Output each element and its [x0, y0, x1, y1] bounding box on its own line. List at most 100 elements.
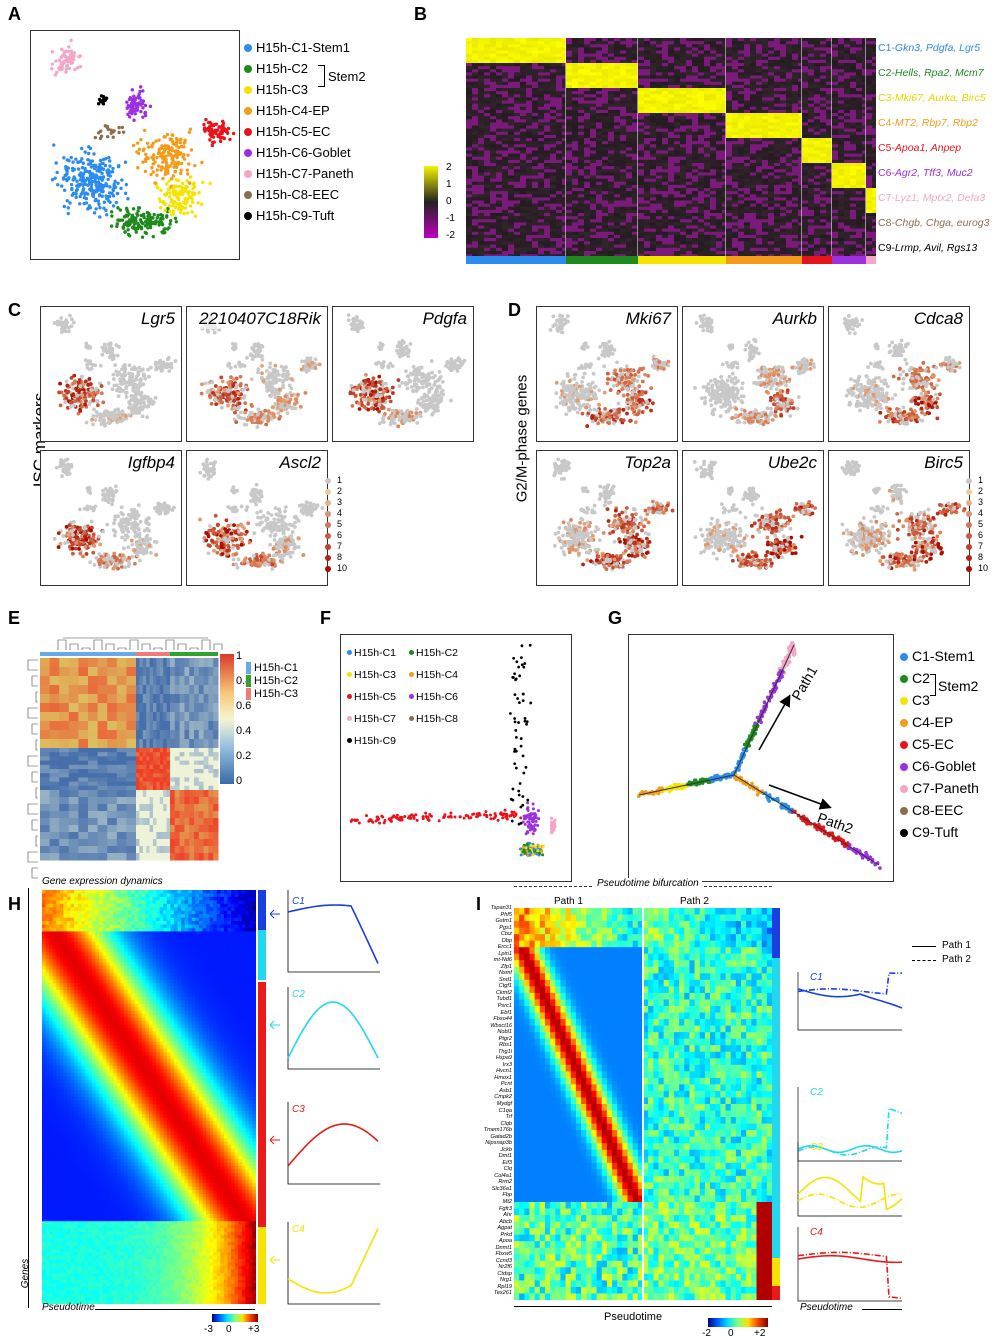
- scale-label-0: 1: [978, 475, 983, 485]
- gene-label-cdca8: Cdca8: [913, 309, 963, 329]
- i-cluster-seg-c1: [772, 908, 780, 958]
- scale-label-7: 8: [337, 552, 342, 562]
- cell-point: [100, 171, 104, 176]
- cluster-sidebar-i: [772, 908, 780, 1300]
- cell-point: [178, 184, 182, 189]
- cell-point: [133, 101, 138, 106]
- cell-point: [133, 216, 137, 221]
- cell-point: [166, 150, 171, 154]
- cell-point: [182, 145, 186, 149]
- cell-point: [131, 101, 135, 106]
- cell-point: [71, 191, 76, 195]
- f-legend-label-8: H15h-C9: [354, 735, 396, 747]
- cell-point: [120, 125, 125, 130]
- g2m-expression-scale: 1 2 3 4 5 6 7 8 10: [966, 475, 1006, 586]
- correlation-heatmap: [18, 630, 238, 880]
- g-legend-label-2: C3: [912, 692, 930, 708]
- cell-point: [74, 195, 78, 199]
- cell-point: [70, 166, 75, 171]
- cell-point: [139, 220, 144, 224]
- cell-point: [132, 96, 136, 101]
- feature-plot-mki67: Mki67: [536, 306, 678, 442]
- gene-name: Wbsct16: [490, 1023, 512, 1029]
- isc-expression-scale: 1 2 3 4 5 6 7 8 10: [325, 475, 365, 586]
- cluster-legend: H15h-C1-Stem1 H15h-C2 H15h-C3 H15h-C4-EP H15…: [244, 40, 414, 260]
- cell-point: [131, 226, 136, 230]
- h-colorbar-tick-0: -3: [204, 1324, 213, 1335]
- cell-point: [113, 179, 117, 184]
- cell-point: [71, 160, 75, 164]
- scale-dot-2: [325, 500, 331, 506]
- cell-point: [182, 211, 186, 216]
- gene-name: Thg1l: [498, 1049, 512, 1055]
- cell-point: [164, 157, 168, 162]
- cell-point: [111, 166, 115, 171]
- legend-dot-4: [244, 107, 252, 115]
- cell-point: [85, 176, 90, 181]
- pseudotime-label-i: Pseudotime: [604, 1311, 662, 1323]
- cell-point: [83, 192, 87, 197]
- feature-plot-igfbp4: Igfbp4: [40, 450, 182, 586]
- cell-point: [87, 145, 91, 149]
- feature-plot-cdca8: Cdca8: [828, 306, 970, 442]
- cell-point: [94, 173, 98, 177]
- scale-dot-6: [966, 544, 972, 550]
- cell-point: [108, 174, 113, 178]
- cell-point: [218, 139, 223, 144]
- colorbar-tick-1: 1: [446, 179, 452, 190]
- marker-prefix: C1-: [878, 42, 895, 54]
- gene-name: Mydgf: [497, 1101, 512, 1107]
- cell-point: [126, 232, 131, 237]
- gene-name: Hvcn1: [496, 1068, 512, 1074]
- cell-point: [65, 49, 69, 53]
- cell-point: [155, 155, 159, 160]
- cell-point: [97, 193, 102, 198]
- gene-label-ube2c: Ube2c: [767, 453, 817, 473]
- cell-point: [120, 218, 125, 222]
- scale-dot-8: [966, 566, 972, 572]
- cell-point: [109, 210, 114, 214]
- marker-row-4: C4-MT2, Rbp7, Rbp2: [878, 117, 978, 129]
- gene-name: Ercc1: [498, 944, 512, 950]
- cell-point: [142, 128, 147, 133]
- gene-name: Zfp1: [501, 964, 512, 970]
- corr-legend-swatch-1: [246, 675, 251, 687]
- cell-point: [167, 147, 171, 152]
- cell-point: [55, 170, 59, 175]
- cell-point: [65, 56, 69, 60]
- cell-point: [138, 89, 142, 94]
- gene-name: Psrc1: [498, 1003, 512, 1009]
- cell-point: [197, 191, 201, 195]
- gene-label-pdgfa: Pdgfa: [422, 309, 467, 329]
- cell-point: [189, 194, 193, 199]
- cell-point: [151, 234, 155, 239]
- genes-label: Genes: [20, 1259, 31, 1288]
- legend-dot-1: [244, 44, 252, 52]
- scale-label-7: 8: [978, 552, 983, 562]
- scale-dot-7: [325, 555, 331, 561]
- cell-point: [128, 221, 132, 225]
- scale-label-4: 5: [978, 519, 983, 529]
- marker-gene-labels: C1-Gkn3, Pdgfa, Lgr5 C2-Hells, Rpa2, Mcm7…: [878, 38, 1006, 264]
- cell-point: [150, 143, 154, 148]
- cell-point: [159, 212, 163, 217]
- gene-label-aurkb: Aurkb: [772, 309, 817, 329]
- cell-point: [83, 150, 87, 154]
- cell-point: [92, 191, 96, 196]
- cell-point: [208, 181, 212, 186]
- cell-point: [128, 218, 132, 222]
- colorbar-i-ticks: -2 0 +2: [702, 1328, 778, 1342]
- cell-point: [176, 207, 181, 211]
- cluster-annotation-bar: [566, 256, 638, 264]
- cell-point: [168, 219, 173, 223]
- cell-point: [141, 89, 145, 93]
- f-legend-label-6: H15h-C7: [354, 713, 396, 725]
- cell-point: [188, 127, 193, 131]
- cell-point: [98, 163, 102, 167]
- cell-point: [161, 217, 165, 221]
- cell-point: [110, 170, 115, 174]
- i-curve-label-c1: C1: [810, 972, 823, 983]
- cell-point: [65, 178, 69, 183]
- f-legend-dot-2: [347, 672, 352, 677]
- cell-point: [168, 209, 172, 213]
